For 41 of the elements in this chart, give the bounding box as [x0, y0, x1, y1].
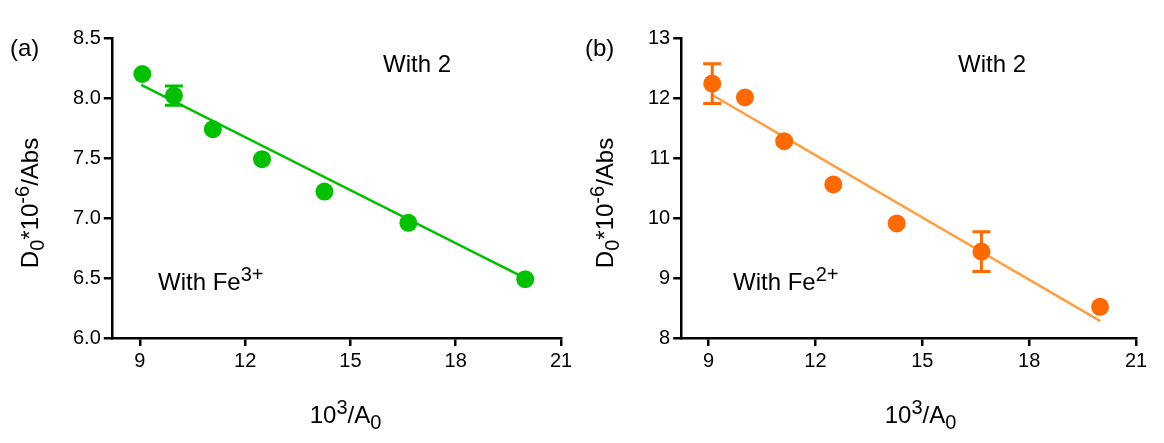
y-tick-label: 8.0 — [72, 85, 101, 108]
text: (a) — [10, 34, 40, 62]
x-tick-label: 12 — [234, 348, 257, 371]
y-tick-label: 7.5 — [72, 145, 101, 168]
x-tick-label: 21 — [549, 348, 573, 371]
x-tick-label: 12 — [804, 348, 827, 371]
x-tick-label: 9 — [703, 348, 715, 371]
x-tick-label: 18 — [444, 348, 467, 371]
point — [315, 182, 334, 201]
x-tick-label: 18 — [1018, 348, 1041, 371]
y-tick-label: 13 — [648, 25, 671, 48]
text: (b) — [585, 34, 615, 62]
annotation: With 2 — [958, 50, 1027, 78]
y-tick-label: 8 — [659, 325, 671, 348]
annotation: With 2 — [383, 50, 452, 78]
x-tick-label: 15 — [911, 348, 934, 371]
y-tick-label: 9 — [659, 265, 671, 288]
y-tick-label: 6.5 — [72, 265, 101, 288]
x-tick-label: 9 — [134, 348, 146, 371]
annotation: With Fe$^{2+}$ — [733, 263, 839, 296]
y-tick-label: 8.5 — [72, 25, 101, 48]
y-tick-label: 12 — [648, 85, 671, 108]
point — [203, 120, 222, 139]
point — [775, 132, 794, 151]
y-tick-label: 11 — [649, 145, 671, 168]
y-tick-label: 6.0 — [72, 325, 101, 348]
point — [253, 150, 271, 169]
x-tick-label: 21 — [1124, 348, 1148, 371]
point — [1091, 297, 1110, 316]
y-tick-label: 7.0 — [72, 205, 101, 228]
point — [516, 270, 535, 289]
x-tick-label: 15 — [339, 348, 362, 371]
point — [824, 175, 843, 194]
point — [133, 65, 152, 83]
y-tick-label: 10 — [648, 205, 671, 228]
point — [887, 214, 906, 233]
annotation: With Fe$^{3+}$ — [158, 263, 264, 296]
point — [399, 213, 418, 232]
x-axis-title: 10$^{3}$/A$_{0}$ — [308, 396, 383, 434]
x-axis-title: 10$^{3}$/A$_{0}$ — [883, 396, 958, 434]
point — [735, 88, 754, 107]
